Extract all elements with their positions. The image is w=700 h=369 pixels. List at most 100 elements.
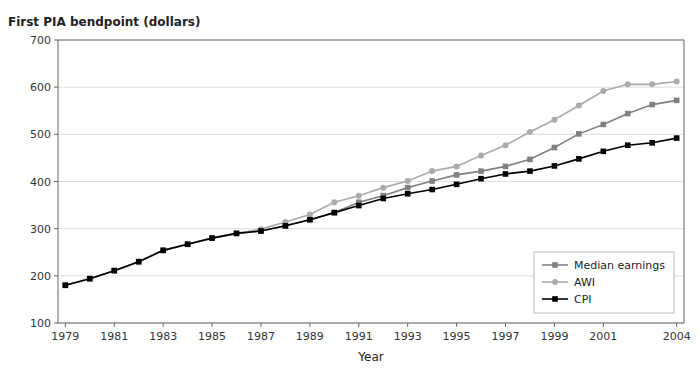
x-tick-label: 1987 xyxy=(247,330,275,343)
point xyxy=(552,163,558,169)
series-line xyxy=(65,138,676,285)
y-tick-label: 700 xyxy=(30,34,51,47)
point xyxy=(185,241,191,247)
point xyxy=(307,217,313,223)
legend-marker xyxy=(552,279,558,285)
point xyxy=(332,210,338,216)
x-tick xyxy=(407,323,408,327)
point xyxy=(136,259,142,265)
y-tick xyxy=(54,87,58,88)
point xyxy=(674,135,680,141)
x-tick xyxy=(309,323,310,327)
point xyxy=(502,142,508,148)
point xyxy=(209,235,215,241)
point xyxy=(600,88,606,94)
point xyxy=(649,102,655,108)
point xyxy=(136,259,142,265)
point xyxy=(429,178,435,184)
point xyxy=(576,103,582,109)
legend-label: Median earnings xyxy=(574,259,665,272)
x-tick-label: 2004 xyxy=(663,330,691,343)
point xyxy=(625,142,631,148)
chart: 1002003004005006007001979198119831985198… xyxy=(0,0,700,369)
x-tick xyxy=(212,323,213,327)
x-axis-label: Year xyxy=(357,350,383,364)
grid-line xyxy=(58,228,684,229)
y-tick xyxy=(54,275,58,276)
point xyxy=(185,241,191,247)
point xyxy=(307,212,313,218)
x-tick-label: 1993 xyxy=(394,330,422,343)
x-tick-label: 2001 xyxy=(589,330,617,343)
point xyxy=(429,187,435,193)
point xyxy=(454,182,460,188)
point xyxy=(649,81,655,87)
point xyxy=(454,163,460,169)
point xyxy=(258,228,264,234)
point xyxy=(160,248,166,254)
x-tick-label: 1979 xyxy=(51,330,79,343)
point xyxy=(111,268,117,274)
y-tick-label: 300 xyxy=(30,223,51,236)
point xyxy=(649,140,655,146)
x-tick-label: 1983 xyxy=(149,330,177,343)
point xyxy=(160,248,166,254)
point xyxy=(307,217,313,223)
y-tick xyxy=(54,228,58,229)
point xyxy=(380,185,386,191)
x-tick xyxy=(676,323,677,327)
point xyxy=(478,153,484,159)
point xyxy=(331,199,337,205)
y-tick xyxy=(54,323,58,324)
x-tick xyxy=(505,323,506,327)
point xyxy=(576,131,582,137)
point xyxy=(405,191,411,197)
x-tick xyxy=(456,323,457,327)
point xyxy=(405,185,411,191)
grid-line xyxy=(58,181,684,182)
point xyxy=(136,259,142,265)
point xyxy=(283,223,289,229)
point xyxy=(234,230,240,236)
point xyxy=(258,228,264,234)
legend-label: AWI xyxy=(574,276,595,289)
point xyxy=(601,122,607,128)
x-tick-label: 1985 xyxy=(198,330,226,343)
point xyxy=(478,176,484,182)
point xyxy=(380,196,386,202)
point xyxy=(429,168,435,174)
point xyxy=(478,168,484,174)
point xyxy=(63,282,69,288)
x-tick xyxy=(260,323,261,327)
grid-line xyxy=(58,134,684,135)
y-tick xyxy=(54,181,58,182)
y-tick xyxy=(54,40,58,41)
x-tick xyxy=(114,323,115,327)
point xyxy=(209,235,215,241)
point xyxy=(283,223,289,229)
point xyxy=(527,129,533,135)
point xyxy=(552,145,558,151)
point xyxy=(576,156,582,162)
point xyxy=(234,231,240,237)
point xyxy=(111,268,117,274)
grid-line xyxy=(58,87,684,88)
series xyxy=(63,135,680,288)
point xyxy=(674,79,680,85)
point xyxy=(87,276,93,282)
point xyxy=(625,111,631,117)
y-tick-label: 600 xyxy=(30,81,51,94)
point xyxy=(625,81,631,87)
x-tick-label: 1991 xyxy=(345,330,373,343)
x-tick-label: 1999 xyxy=(540,330,568,343)
point xyxy=(209,235,215,241)
x-tick-label: 1995 xyxy=(443,330,471,343)
point xyxy=(601,149,607,155)
y-tick xyxy=(54,134,58,135)
point xyxy=(111,268,117,274)
x-tick-label: 1997 xyxy=(491,330,519,343)
y-axis-label: First PIA bendpoint (dollars) xyxy=(8,15,200,29)
y-tick-label: 100 xyxy=(30,317,51,330)
point xyxy=(234,231,240,237)
point xyxy=(503,171,509,177)
